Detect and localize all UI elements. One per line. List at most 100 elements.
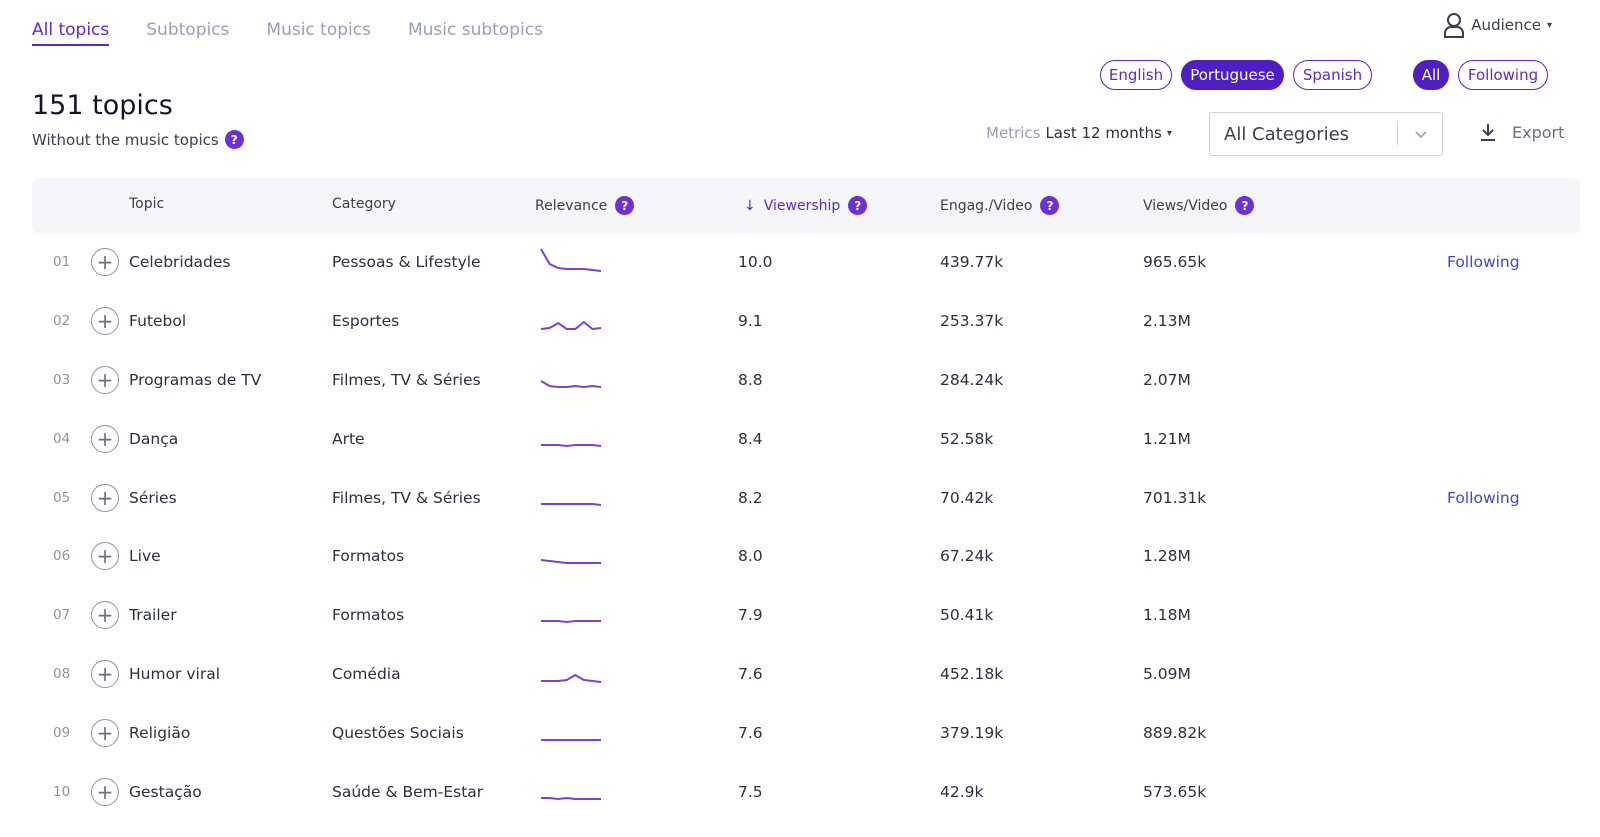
topic-category: Pessoas & Lifestyle <box>332 253 481 272</box>
tab-subtopics[interactable]: Subtopics <box>146 20 230 40</box>
follow-plus-button[interactable]: + <box>91 659 119 688</box>
column-label: Relevance <box>535 197 608 214</box>
topic-category: Arte <box>332 429 365 448</box>
help-icon[interactable]: ? <box>848 196 868 215</box>
sparkline-chart <box>541 443 602 447</box>
topic-name[interactable]: Séries <box>129 488 177 507</box>
topic-name[interactable]: Gestação <box>129 782 202 801</box>
follow-plus-button[interactable]: + <box>91 483 119 512</box>
table-row[interactable]: 05 + Séries Filmes, TV & Séries 8.2 70.4… <box>32 468 1580 527</box>
follow-plus-button[interactable]: + <box>91 542 119 571</box>
tab-music-topics[interactable]: Music topics <box>266 20 371 40</box>
chevron-down-icon: ▾ <box>1546 19 1552 31</box>
rank-number: 05 <box>53 489 71 506</box>
topic-name[interactable]: Dança <box>129 429 179 448</box>
relevance-sparkline <box>539 422 603 456</box>
relevance-sparkline <box>539 539 603 573</box>
topic-name[interactable]: Live <box>129 547 161 566</box>
follow-plus-button[interactable]: + <box>91 307 119 336</box>
filter-following[interactable]: Following <box>1458 60 1548 90</box>
sparkline-chart <box>540 248 602 273</box>
table-row[interactable]: 07 + Trailer Formatos 7.9 50.41k 1.18M <box>32 586 1580 645</box>
views-value: 889.82k <box>1143 723 1207 742</box>
rank-number: 06 <box>53 548 71 565</box>
follow-plus-button[interactable]: + <box>91 365 119 394</box>
export-button[interactable]: Export <box>1478 122 1564 142</box>
viewership-value: 7.6 <box>738 664 763 683</box>
filter-all[interactable]: All <box>1413 60 1449 90</box>
help-icon[interactable]: ? <box>615 196 635 215</box>
engagement-value: 452.18k <box>940 664 1004 683</box>
relevance-sparkline <box>539 598 603 632</box>
follow-plus-button[interactable]: + <box>91 601 119 630</box>
help-icon[interactable]: ? <box>224 130 244 149</box>
table-row[interactable]: 10 + Gestação Saúde & Bem-Estar 7.5 42.9… <box>32 762 1580 821</box>
column-header-category[interactable]: Category <box>332 196 396 212</box>
rank-number: 01 <box>53 254 71 271</box>
metrics-period: Last 12 months <box>1045 124 1162 142</box>
sparkline-chart <box>541 796 601 800</box>
engagement-value: 52.58k <box>940 429 994 448</box>
rank-number: 10 <box>53 783 71 800</box>
follow-plus-button[interactable]: + <box>91 248 119 277</box>
following-link[interactable]: Following <box>1447 488 1520 507</box>
follow-plus-button[interactable]: + <box>91 777 119 806</box>
views-value: 2.13M <box>1143 312 1191 331</box>
tab-music-subtopics[interactable]: Music subtopics <box>407 20 543 40</box>
audience-menu[interactable]: Audience ▾ <box>1443 12 1552 38</box>
user-icon <box>1444 13 1465 38</box>
language-portuguese[interactable]: Portuguese <box>1181 60 1284 90</box>
table-row[interactable]: 02 + Futebol Esportes 9.1 253.37k 2.13M <box>32 292 1580 351</box>
rank-number: 09 <box>53 724 71 741</box>
metrics-period-dropdown[interactable]: Metrics Last 12 months ▾ <box>986 124 1172 142</box>
chevron-down-icon: ▾ <box>1166 127 1172 139</box>
viewership-value: 8.2 <box>738 488 763 507</box>
sparkline-chart <box>541 738 601 741</box>
topic-name[interactable]: Religião <box>129 723 191 742</box>
topic-name[interactable]: Futebol <box>129 312 187 331</box>
viewership-value: 8.4 <box>738 429 763 448</box>
topic-category: Questões Sociais <box>332 723 464 742</box>
column-header-viewership[interactable]: ↓ Viewership? <box>744 196 868 215</box>
views-value: 5.09M <box>1143 664 1191 683</box>
topic-name[interactable]: Humor viral <box>129 664 221 683</box>
table-row[interactable]: 09 + Religião Questões Sociais 7.6 379.1… <box>32 703 1580 762</box>
table-row[interactable]: 04 + Dança Arte 8.4 52.58k 1.21M <box>32 409 1580 468</box>
viewership-value: 7.9 <box>738 606 763 625</box>
help-icon[interactable]: ? <box>1040 196 1060 215</box>
help-icon[interactable]: ? <box>1235 196 1255 215</box>
table-row[interactable]: 03 + Programas de TV Filmes, TV & Séries… <box>32 351 1580 410</box>
views-value: 2.07M <box>1143 370 1191 389</box>
chevron-down-icon <box>1415 131 1427 139</box>
table-row[interactable]: 06 + Live Formatos 8.0 67.24k 1.28M <box>32 527 1580 586</box>
column-header-engagement[interactable]: Engag./Video? <box>940 196 1060 215</box>
category-select[interactable]: All Categories <box>1209 112 1443 156</box>
audience-label: Audience <box>1471 16 1541 34</box>
language-english[interactable]: English <box>1100 60 1172 90</box>
page-title: 151 topics <box>32 90 173 121</box>
column-header-topic[interactable]: Topic <box>129 196 164 212</box>
relevance-sparkline <box>539 775 603 809</box>
column-label: Topic <box>129 196 165 212</box>
column-header-relevance[interactable]: Relevance? <box>535 196 635 215</box>
follow-plus-button[interactable]: + <box>91 718 119 747</box>
relevance-sparkline <box>539 245 603 279</box>
table-row[interactable]: 08 + Humor viral Comédia 7.6 452.18k 5.0… <box>32 645 1580 704</box>
topic-name[interactable]: Programas de TV <box>129 370 262 389</box>
column-header-views[interactable]: Views/Video? <box>1143 196 1255 215</box>
topic-name[interactable]: Celebridades <box>129 253 231 272</box>
language-spanish[interactable]: Spanish <box>1293 60 1372 90</box>
topic-name[interactable]: Trailer <box>129 606 177 625</box>
engagement-value: 67.24k <box>940 547 994 566</box>
views-value: 1.18M <box>1143 606 1191 625</box>
following-link[interactable]: Following <box>1447 253 1520 272</box>
language-filter: English Portuguese Spanish <box>1100 60 1372 90</box>
plus-icon: + <box>96 779 114 804</box>
tab-all-topics[interactable]: All topics <box>32 20 110 46</box>
views-value: 701.31k <box>1143 488 1207 507</box>
engagement-value: 379.19k <box>940 723 1004 742</box>
table-row[interactable]: 01 + Celebridades Pessoas & Lifestyle 10… <box>32 233 1580 292</box>
relevance-sparkline <box>539 481 603 515</box>
follow-plus-button[interactable]: + <box>91 424 119 453</box>
relevance-sparkline <box>539 304 603 338</box>
